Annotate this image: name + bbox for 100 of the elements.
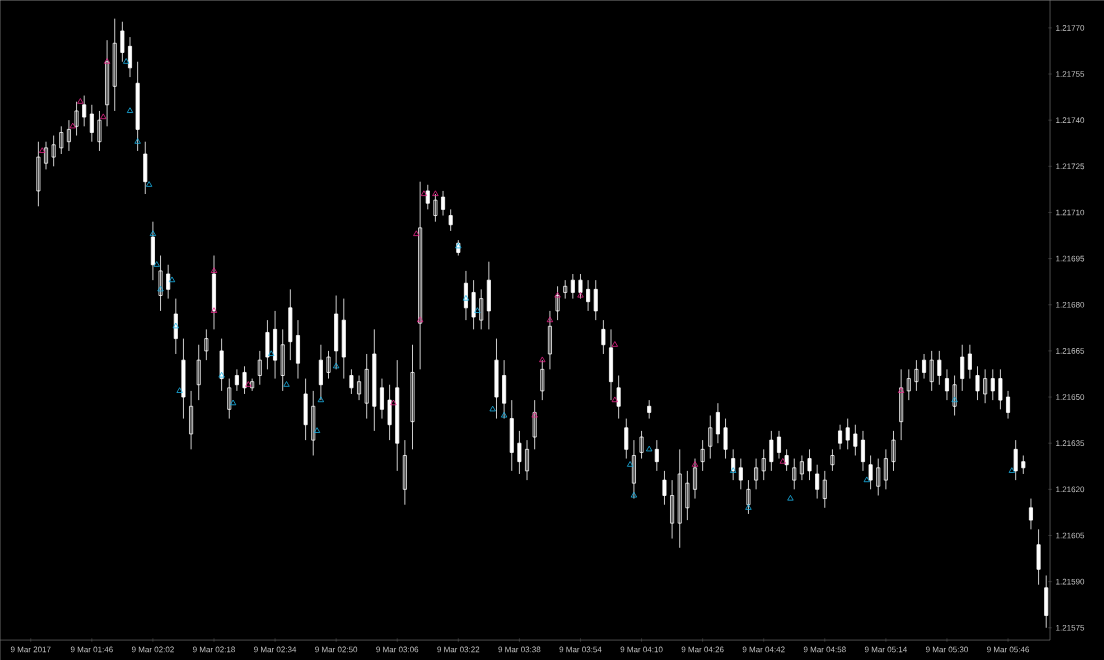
candlestick <box>257 350 262 386</box>
candlestick <box>525 439 530 481</box>
candlestick <box>601 319 606 355</box>
point <box>863 476 870 483</box>
y-tick-label: 1.21575 <box>1056 624 1085 631</box>
candlestick <box>120 21 125 63</box>
x-tick-label: 9 Mar 02:18 <box>193 646 235 653</box>
y-tick-label: 1.21695 <box>1056 255 1085 262</box>
candlestick <box>143 141 148 195</box>
point <box>332 362 340 369</box>
point <box>172 322 179 329</box>
candlestick <box>922 353 927 379</box>
x-tick-label: 9 Mar 02:50 <box>315 646 358 653</box>
x-tick-label: 9 Mar 03:54 <box>559 646 602 653</box>
candlestick <box>593 279 598 321</box>
candlestick <box>410 344 415 450</box>
point <box>153 261 160 267</box>
candlestick <box>112 18 117 112</box>
candlestick <box>74 101 79 136</box>
point <box>123 58 130 64</box>
candlestick <box>868 455 873 490</box>
point <box>145 181 153 187</box>
candlestick <box>486 261 491 330</box>
candlestick <box>59 125 64 155</box>
point <box>1008 467 1016 473</box>
candlestick <box>357 375 362 401</box>
candlestick <box>128 36 132 78</box>
point <box>897 387 905 393</box>
point <box>474 307 481 313</box>
candlestick <box>441 190 446 216</box>
x-tick-label: 9 Mar 03:22 <box>437 646 480 653</box>
candlestick <box>318 344 323 401</box>
candlestick <box>883 448 888 490</box>
candlestick <box>387 384 392 441</box>
point <box>554 291 561 298</box>
candlestick <box>51 135 56 167</box>
candlestick <box>189 390 194 450</box>
candlestick <box>242 365 247 395</box>
candlestick <box>379 378 384 419</box>
candlestick <box>166 264 171 299</box>
x-tick-label: 9 Mar 04:10 <box>620 646 663 653</box>
candlestick <box>555 285 560 321</box>
candlestick <box>578 273 583 299</box>
point <box>103 58 111 64</box>
candlestick <box>211 255 216 330</box>
candlestick <box>341 298 346 379</box>
x-tick-label: 9 Mar 04:42 <box>742 646 785 653</box>
candlestick <box>845 418 850 450</box>
point <box>730 467 737 473</box>
candlestick <box>654 439 659 472</box>
point <box>77 98 84 104</box>
candlestick <box>761 448 766 481</box>
candlestick <box>609 328 614 401</box>
candlestick <box>1013 439 1018 481</box>
point <box>626 461 634 467</box>
point <box>245 381 252 387</box>
candlestick <box>624 418 629 459</box>
candlestick <box>509 399 514 472</box>
x-tick-label: 9 Mar 04:58 <box>803 646 846 653</box>
x-tick-label: 9 Mar 05:30 <box>925 646 968 653</box>
point <box>317 396 325 403</box>
point <box>779 458 786 464</box>
point <box>176 387 183 393</box>
candlestick <box>36 141 41 207</box>
candlestick <box>639 430 644 459</box>
candlestick <box>822 470 827 509</box>
candlestick <box>685 470 690 521</box>
candlestick <box>746 479 751 515</box>
point <box>126 107 134 113</box>
candlestick <box>738 458 743 490</box>
point <box>69 122 76 129</box>
candlestick <box>838 424 843 450</box>
x-tick-label: 9 Mar 02:34 <box>254 646 297 653</box>
x-tick-label: 9 Mar 03:38 <box>498 646 541 653</box>
candlestick <box>677 448 682 549</box>
x-tick-label: 9 Mar 05:46 <box>987 646 1030 653</box>
candlestick <box>303 378 308 441</box>
candlestick <box>402 439 407 506</box>
candlestick <box>89 104 94 143</box>
y-tick-label: 1.21605 <box>1056 532 1085 539</box>
candlestick <box>563 279 568 299</box>
candlestick <box>960 344 965 392</box>
point <box>210 267 218 273</box>
candlestick <box>295 319 300 379</box>
candlestick <box>1021 455 1026 475</box>
candlestick <box>547 310 552 370</box>
candlestick <box>265 319 270 370</box>
point <box>546 316 554 323</box>
candlestick <box>876 458 881 496</box>
candlestick <box>1036 528 1041 586</box>
candlestick <box>502 359 507 419</box>
candlestick <box>944 368 949 401</box>
point <box>577 291 584 298</box>
candlestick <box>395 359 400 472</box>
candlestick <box>334 295 339 370</box>
candlestick <box>288 288 293 361</box>
candlestick <box>479 288 484 330</box>
candlestick <box>776 430 781 459</box>
candlestick <box>234 368 239 392</box>
candlestick <box>853 424 858 456</box>
